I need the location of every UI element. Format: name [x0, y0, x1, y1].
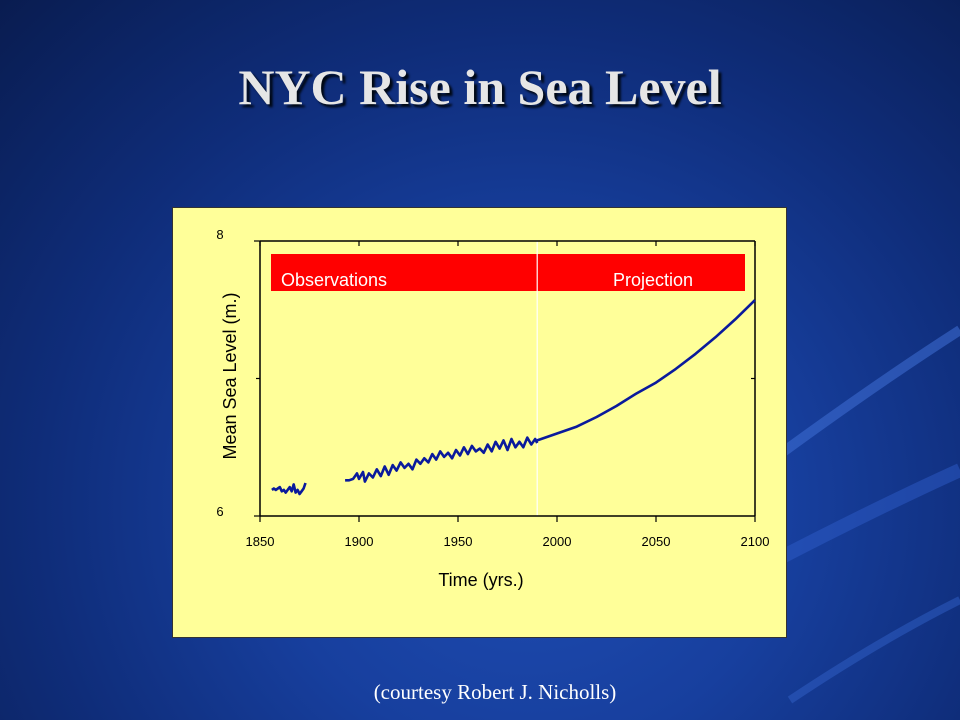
x-tick-label: 2000	[543, 534, 572, 549]
x-tick-label: 1900	[345, 534, 374, 549]
series-line-3	[536, 299, 756, 442]
x-tick-label: 2100	[741, 534, 770, 549]
y-axis-title: Mean Sea Level (m.)	[220, 292, 240, 459]
x-tick-label: 2050	[642, 534, 671, 549]
y-tick-label: 8	[216, 227, 223, 242]
y-tick-label: 6	[216, 504, 223, 519]
credit-text: (courtesy Robert J. Nicholls)	[373, 680, 617, 704]
label-band	[271, 254, 745, 291]
x-axis-title: Time (yrs.)	[438, 570, 523, 590]
x-tick-label: 1850	[246, 534, 275, 549]
band-label-observations: Observations	[281, 270, 387, 290]
x-tick-label: 1950	[444, 534, 473, 549]
series-line-2	[345, 436, 539, 483]
sea-level-chart: Observations Projection 1850 1900 1950 2000 20…	[216, 227, 770, 590]
series-line-1	[271, 482, 307, 496]
band-label-projection: Projection	[613, 270, 693, 290]
slide-title: NYC Rise in Sea Level	[238, 59, 722, 115]
chart-panel: Observations Projection 1850 1900 1950 2000 20…	[172, 207, 787, 638]
